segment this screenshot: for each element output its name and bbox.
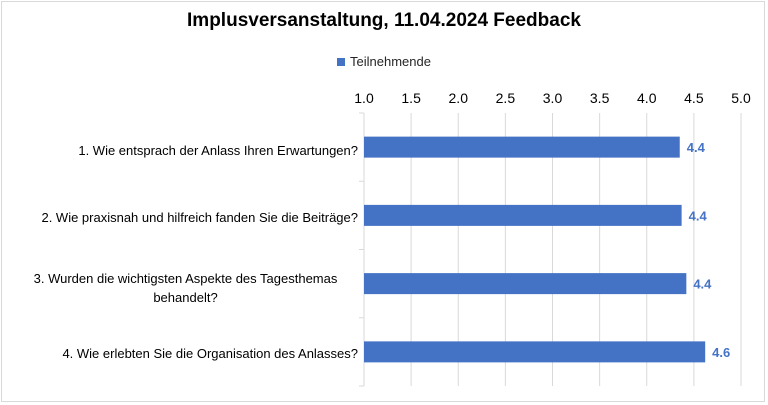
category-label-4: 4. Wie erlebten Sie die Organisation des… — [62, 346, 358, 361]
legend: Teilnehmende — [0, 54, 768, 69]
legend-label: Teilnehmende — [350, 54, 431, 69]
tick-label: 4.5 — [684, 90, 704, 106]
bar — [364, 273, 687, 295]
legend-swatch — [337, 57, 346, 66]
tick-label: 4.0 — [637, 90, 657, 106]
data-label: 4.4 — [687, 140, 706, 155]
tick-label: 2.0 — [449, 90, 469, 106]
chart-title: Implusversanstaltung, 11.04.2024 Feedbac… — [187, 10, 581, 31]
tick-label: 2.5 — [496, 90, 516, 106]
data-label: 4.6 — [712, 345, 730, 360]
category-label-2: 2. Wie praxisnah und hilfreich fanden Si… — [41, 210, 358, 225]
bar — [364, 136, 680, 158]
tick-label: 3.0 — [543, 90, 563, 106]
tick-label: 5.0 — [731, 90, 751, 106]
tick-label: 1.5 — [401, 90, 421, 106]
data-label: 4.4 — [693, 277, 712, 292]
data-label: 4.4 — [689, 208, 708, 223]
tick-label: 1.0 — [354, 90, 374, 106]
bar — [364, 341, 706, 363]
bar — [364, 204, 682, 226]
category-label-3: 3. Wurden die wichtigsten Aspekte des Ta… — [33, 271, 338, 305]
category-label-1: 1. Wie entsprach der Anlass Ihren Erwart… — [78, 143, 358, 158]
tick-label: 3.5 — [590, 90, 610, 106]
